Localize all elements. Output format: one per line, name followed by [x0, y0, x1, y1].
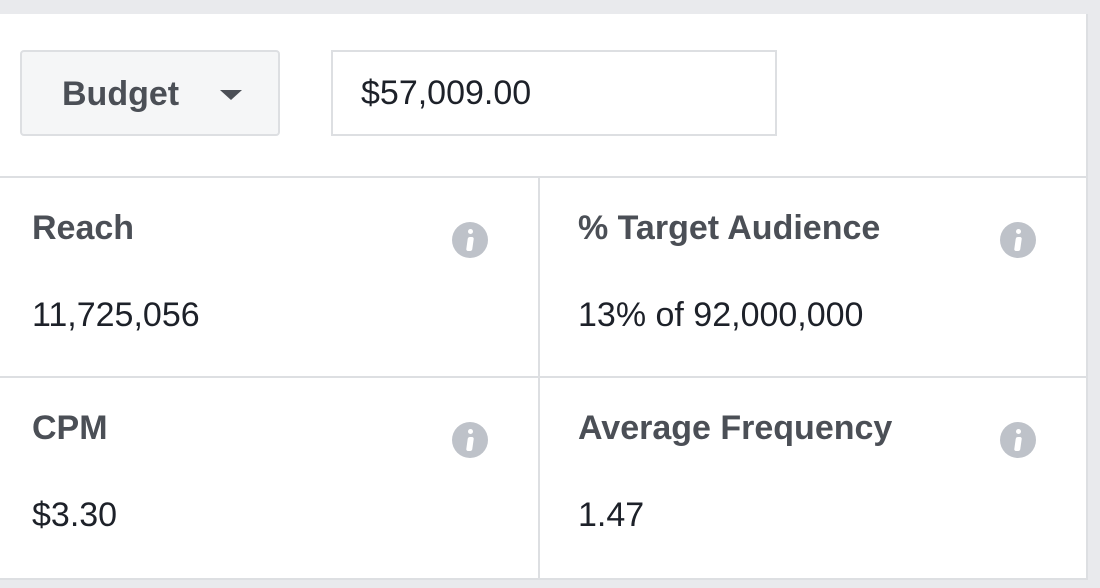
estimate-panel: Budget Reach 11,725,056 % Target Audienc…: [0, 14, 1088, 580]
metric-value: 13% of 92,000,000: [578, 296, 864, 334]
metric-label: Average Frequency: [578, 409, 893, 447]
metric-label: % Target Audience: [578, 209, 881, 247]
budget-controls: Budget: [0, 14, 1086, 178]
caret-down-icon: [220, 90, 242, 100]
info-icon[interactable]: [1000, 422, 1036, 458]
metric-reach: Reach 11,725,056: [0, 178, 540, 378]
info-icon[interactable]: [452, 422, 488, 458]
metric-value: $3.30: [32, 496, 118, 534]
metric-value: 1.47: [578, 496, 645, 534]
metrics-grid: Reach 11,725,056 % Target Audience 13% o…: [0, 178, 1086, 578]
metric-cpm: CPM $3.30: [0, 378, 540, 578]
info-icon[interactable]: [1000, 222, 1036, 258]
metric-value: 11,725,056: [32, 296, 200, 334]
info-icon[interactable]: [452, 222, 488, 258]
metric-target-audience: % Target Audience 13% of 92,000,000: [540, 178, 1086, 378]
metric-label: CPM: [32, 409, 108, 447]
metric-label: Reach: [32, 209, 135, 247]
budget-dropdown[interactable]: Budget: [20, 50, 280, 136]
budget-dropdown-label: Budget: [62, 75, 180, 113]
metric-average-frequency: Average Frequency 1.47: [540, 378, 1086, 578]
budget-amount-input[interactable]: [331, 50, 777, 136]
